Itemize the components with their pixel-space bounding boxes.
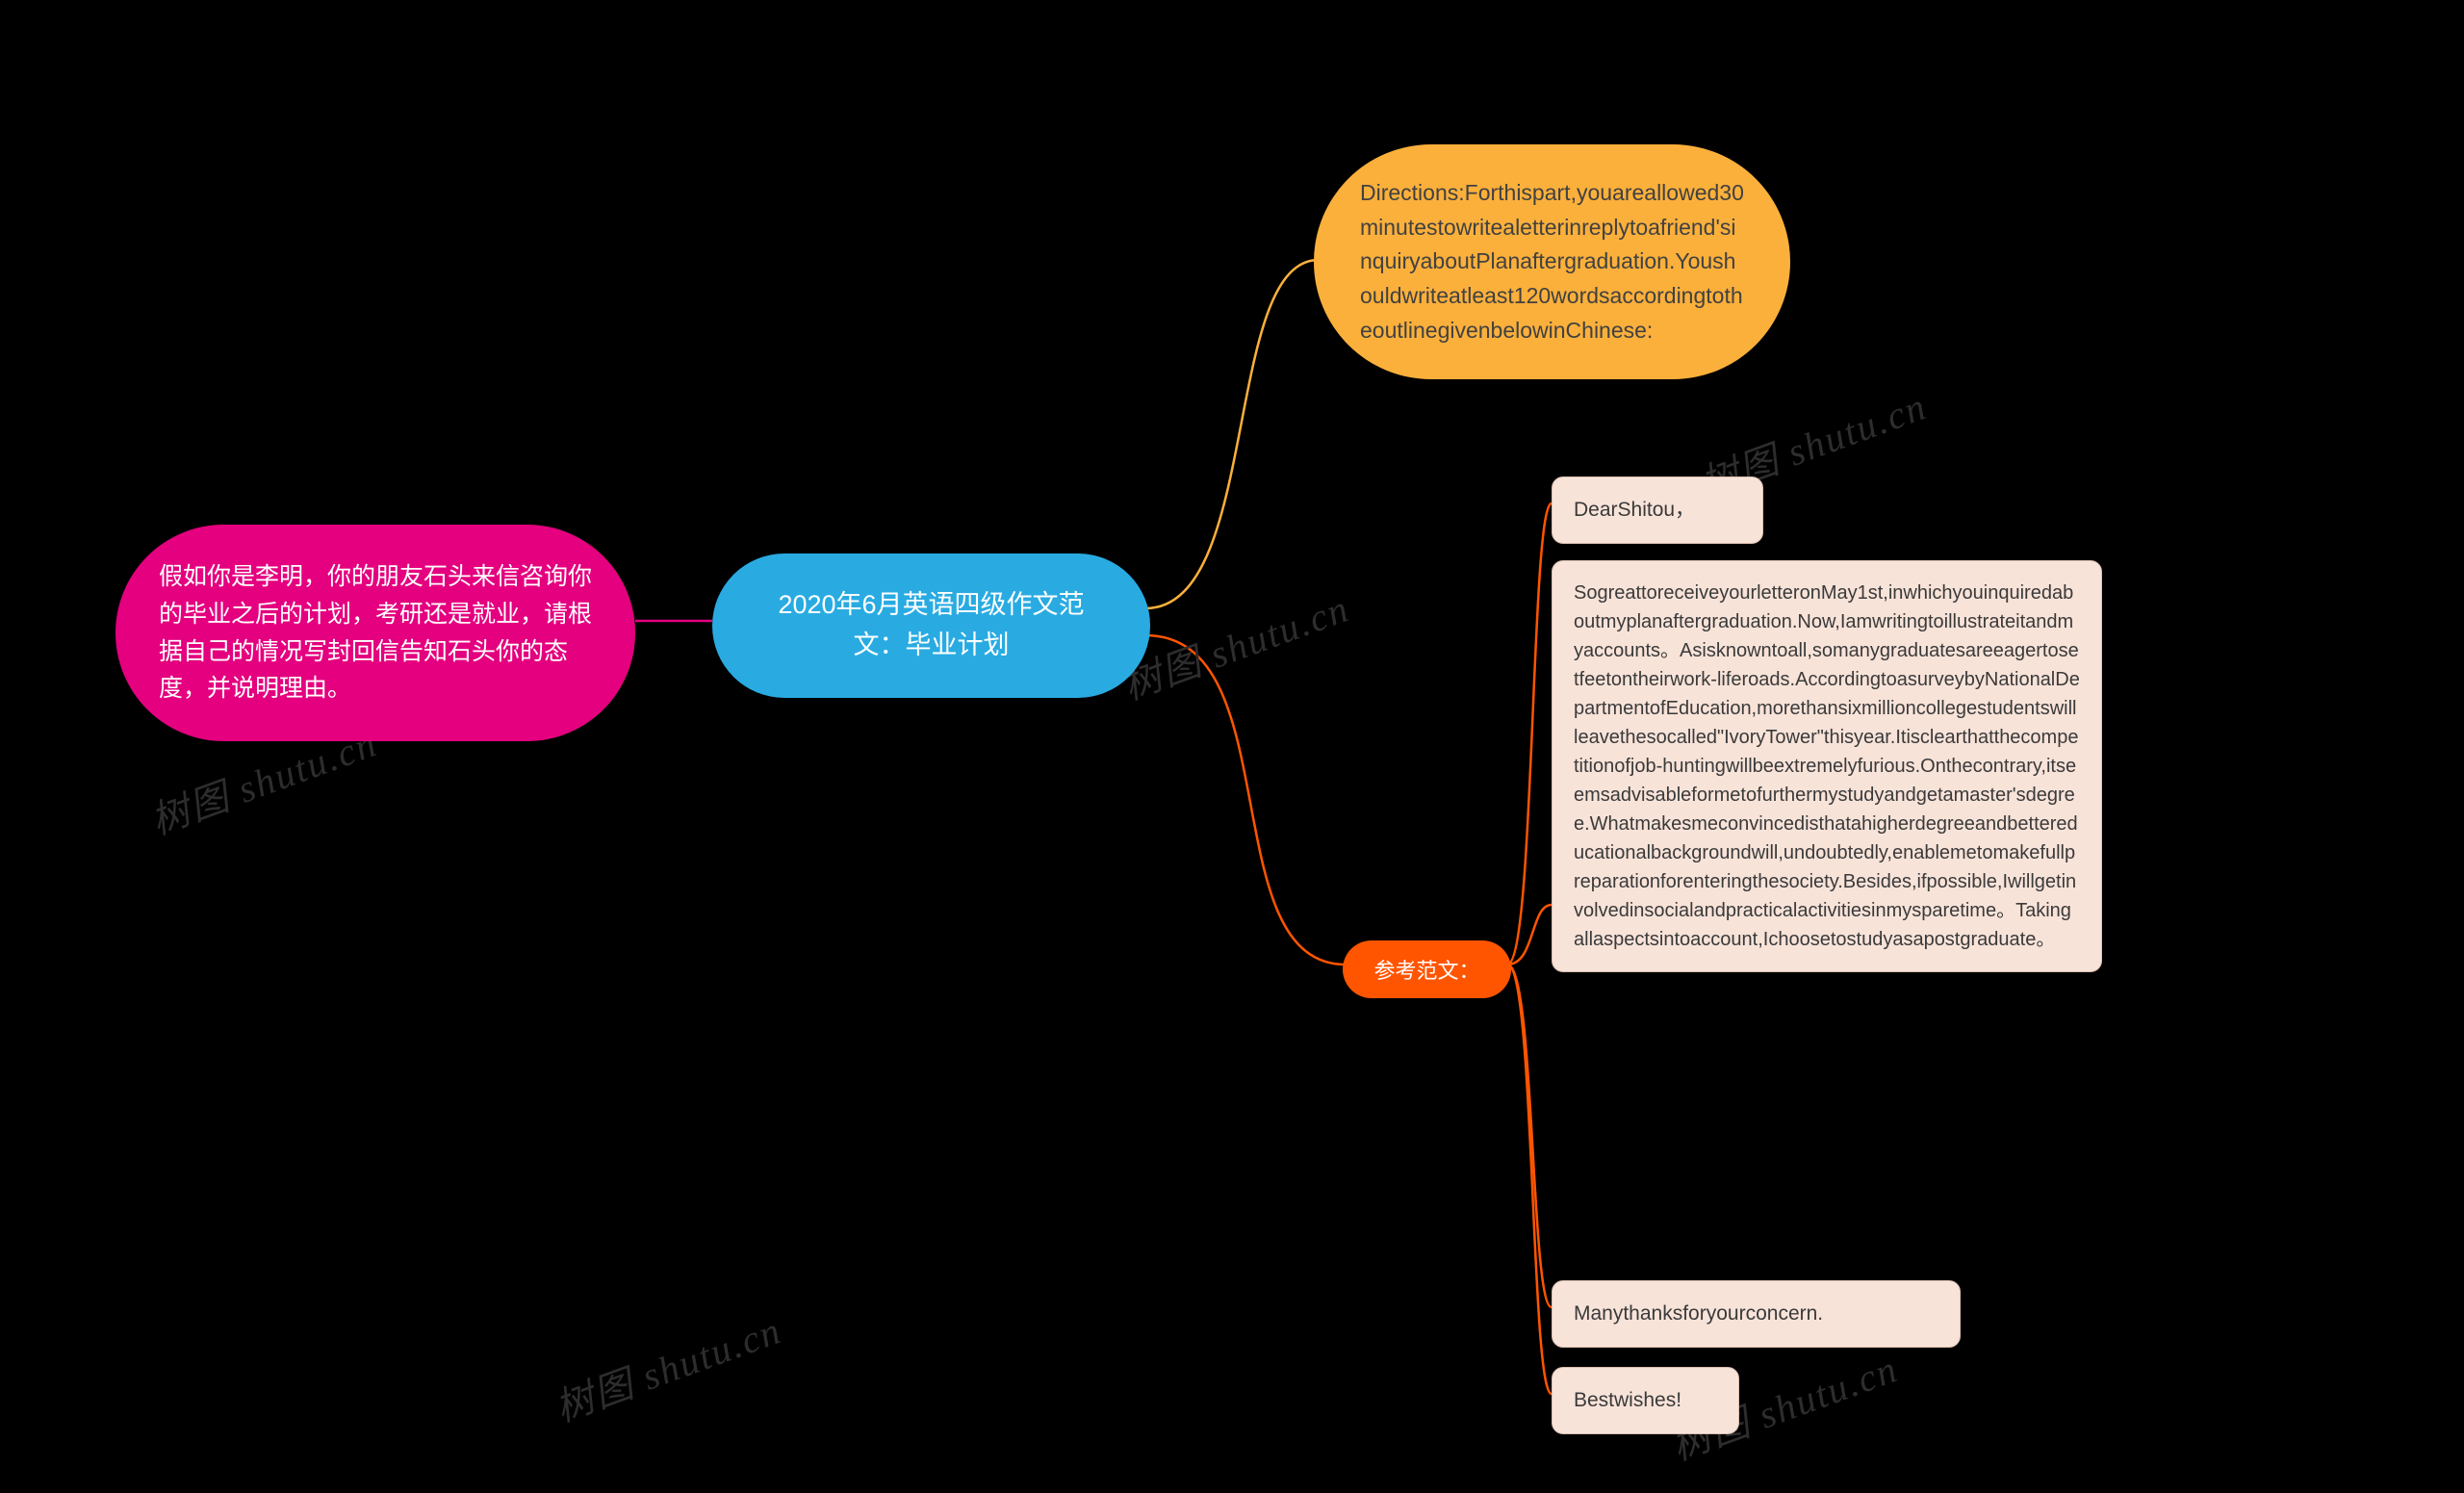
leaf-wishes-text: Bestwishes! — [1574, 1389, 1681, 1411]
directions-text: Directions:Forthispart,youareallowed30mi… — [1360, 176, 1744, 348]
root-title: 2020年6月英语四级作文范文：毕业计划 — [753, 585, 1110, 666]
leaf-body-text: SogreattoreceiveyourletteronMay1st,inwhi… — [1574, 582, 2080, 950]
scenario-text: 假如你是李明，你的朋友石头来信咨询你的毕业之后的计划，考研还是就业，请根据自己的… — [159, 558, 592, 708]
watermark: 树图 shutu.cn — [1115, 578, 1356, 711]
leaf-thanks[interactable]: Manythanksforyourconcern. — [1552, 1280, 1961, 1348]
leaf-wishes[interactable]: Bestwishes! — [1552, 1367, 1739, 1434]
leaf-greeting-text: DearShitou， — [1574, 499, 1695, 521]
leaf-greeting[interactable]: DearShitou， — [1552, 476, 1763, 544]
reference-node[interactable]: 参考范文： — [1343, 940, 1511, 998]
leaf-thanks-text: Manythanksforyourconcern. — [1574, 1302, 1823, 1325]
directions-node[interactable]: Directions:Forthispart,youareallowed30mi… — [1314, 144, 1790, 379]
scenario-node[interactable]: 假如你是李明，你的朋友石头来信咨询你的毕业之后的计划，考研还是就业，请根据自己的… — [116, 525, 635, 741]
leaf-body[interactable]: SogreattoreceiveyourletteronMay1st,inwhi… — [1552, 560, 2102, 972]
root-node[interactable]: 2020年6月英语四级作文范文：毕业计划 — [712, 553, 1150, 698]
reference-label: 参考范文： — [1373, 954, 1479, 985]
watermark: 树图 shutu.cn — [547, 1300, 788, 1433]
